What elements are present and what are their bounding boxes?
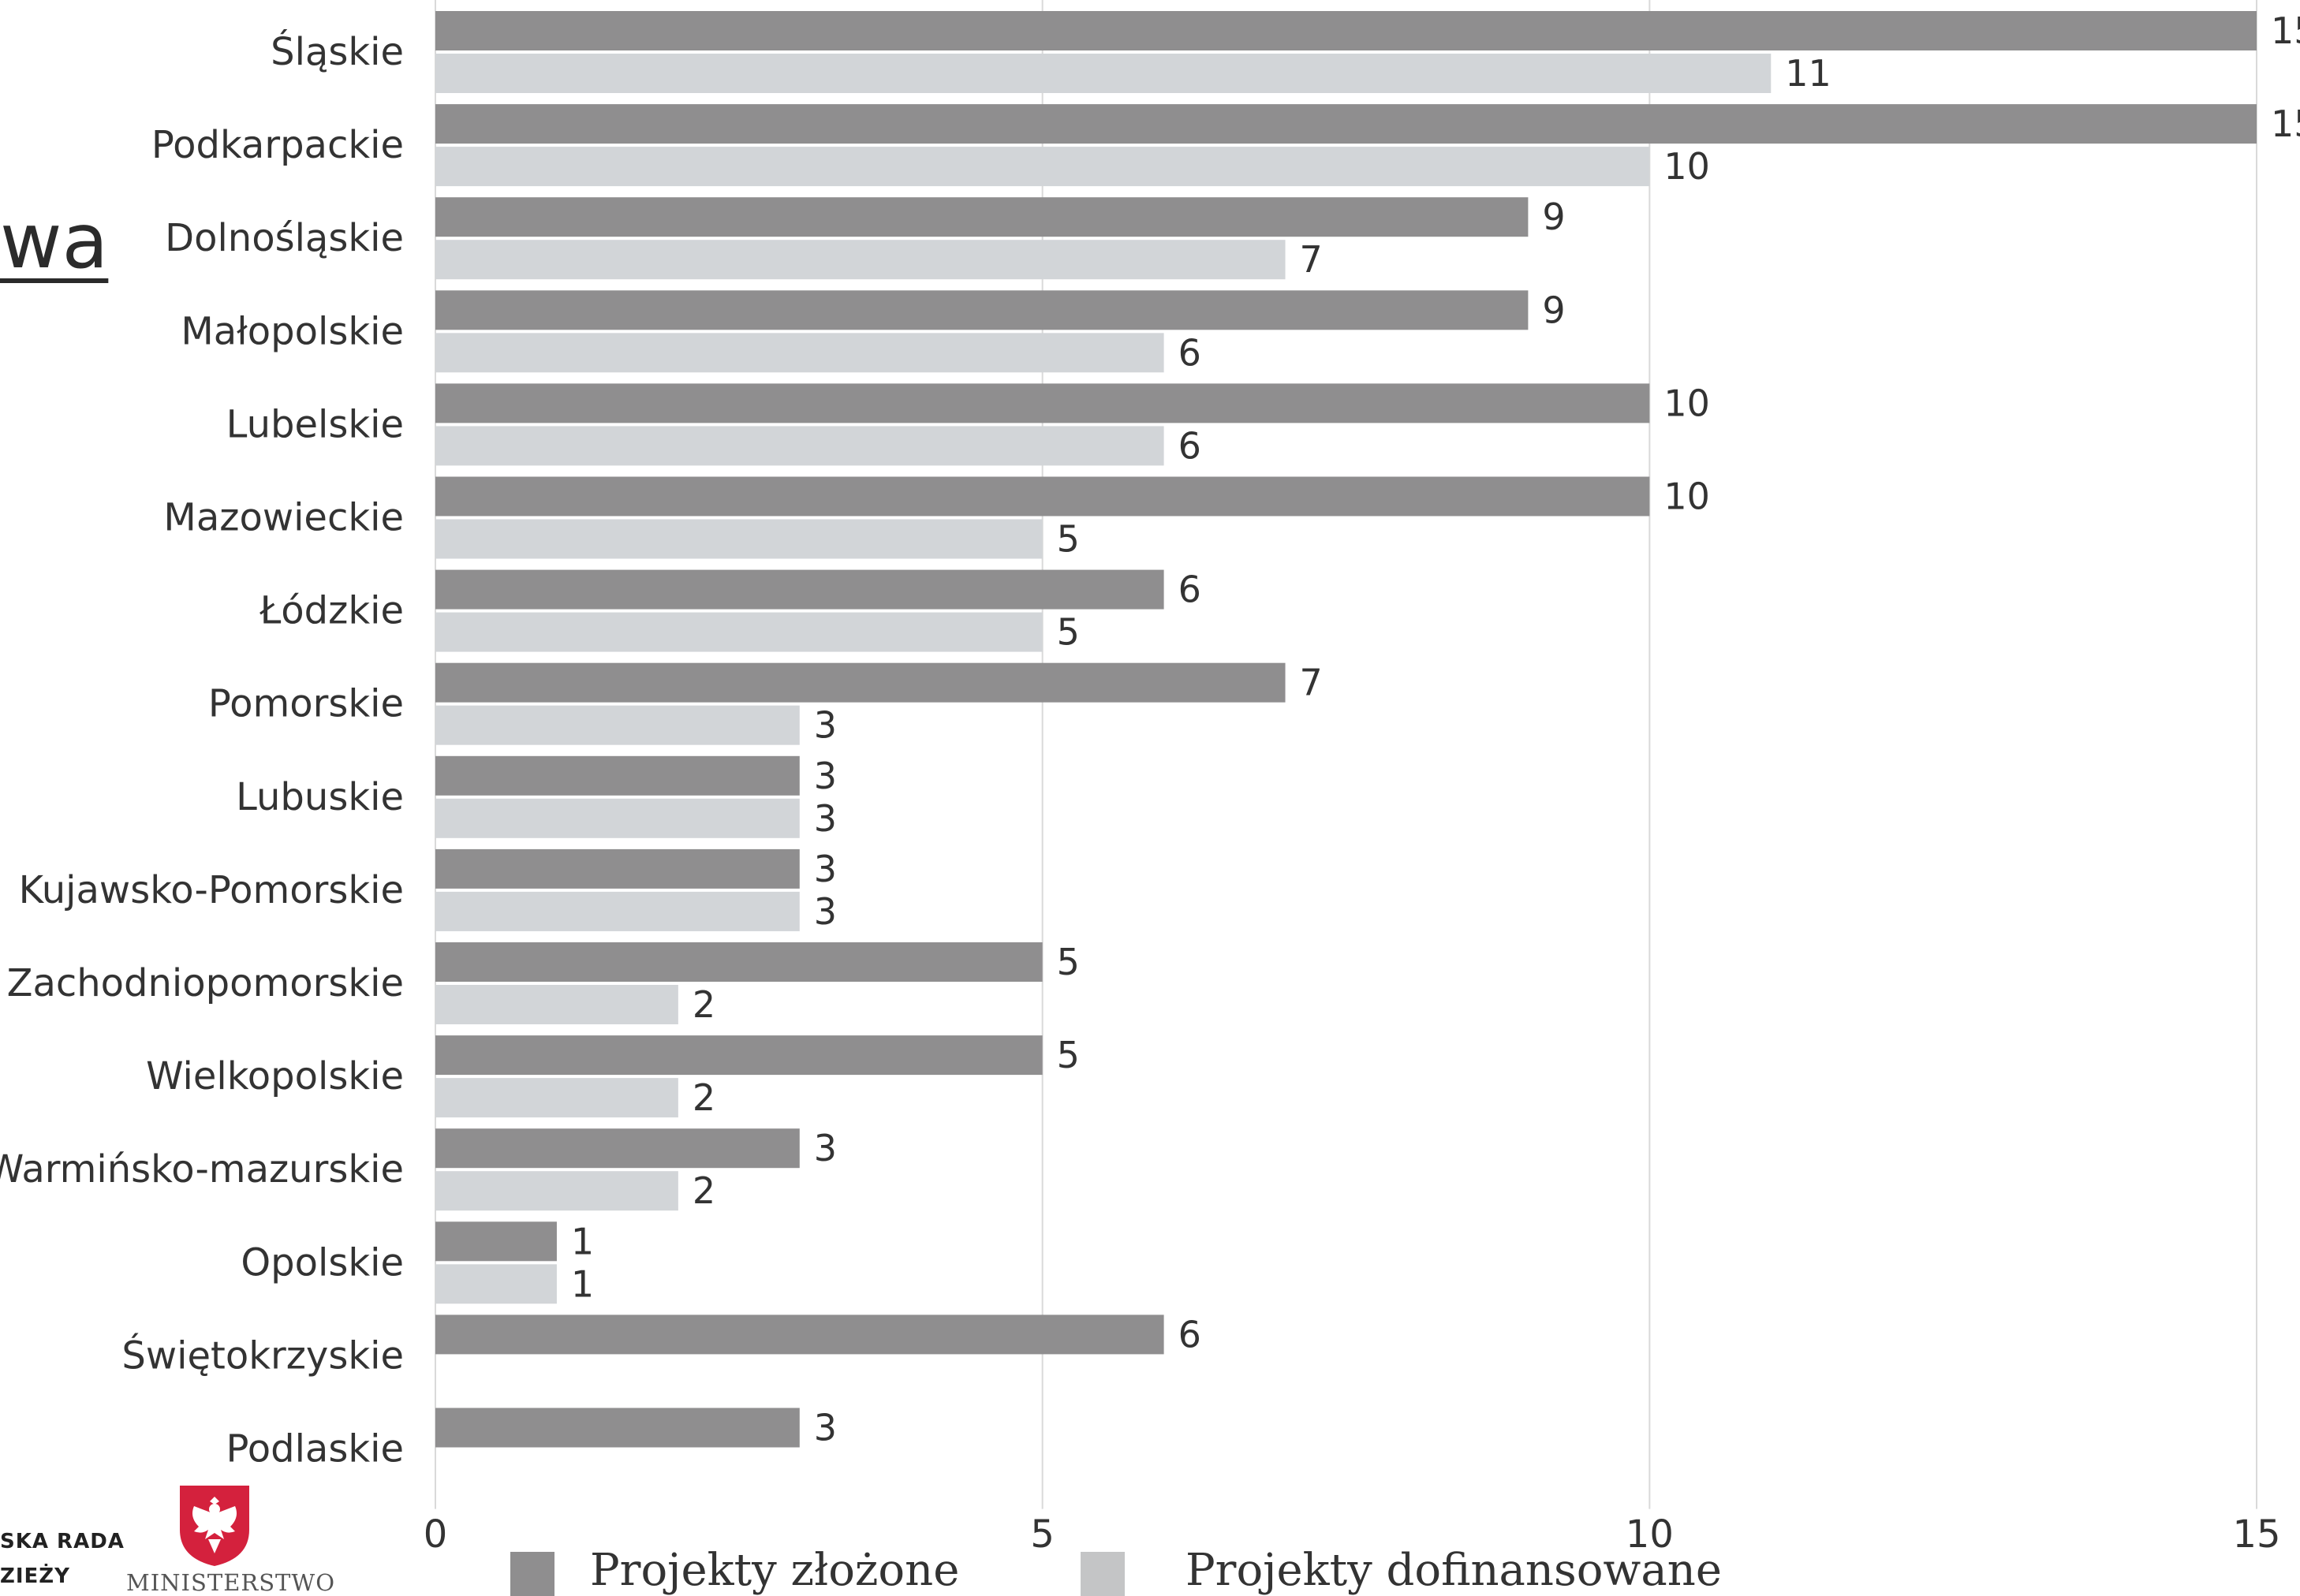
value-label: 6 — [1178, 331, 1201, 374]
bar-funded — [435, 985, 678, 1024]
value-label: 5 — [1057, 1034, 1080, 1076]
value-label: 11 — [1785, 52, 1831, 95]
legend: Projekty złożone Projekty dofinansowane — [510, 1545, 1722, 1596]
ministry-label: MINISTERSTWO — [126, 1569, 335, 1596]
value-label: 6 — [1178, 1313, 1201, 1355]
value-label: 3 — [814, 890, 837, 933]
category-label: Wielkopolskie — [146, 1054, 404, 1098]
category-label: Mazowieckie — [163, 496, 404, 540]
bar-submitted — [435, 1128, 800, 1169]
bar-funded — [435, 705, 800, 745]
bar-submitted — [435, 942, 1043, 982]
value-label: 3 — [814, 1127, 837, 1169]
value-label: 5 — [1057, 518, 1080, 561]
value-label: 10 — [1663, 382, 1710, 424]
bar-funded — [435, 1078, 678, 1118]
value-label: 9 — [1542, 196, 1565, 238]
bar-submitted — [435, 197, 1529, 237]
bar-submitted — [435, 1221, 557, 1262]
bar-funded — [435, 1171, 678, 1211]
x-tick-label: 0 — [424, 1512, 448, 1557]
bar-funded — [435, 519, 1043, 559]
legend-swatch — [1081, 1552, 1125, 1596]
category-label: Podkarpackie — [151, 123, 404, 167]
bar-submitted — [435, 11, 2257, 50]
value-label: 10 — [1663, 145, 1710, 188]
category-label: Śląskie — [271, 29, 404, 74]
org-name-line2: ZIEŻY — [0, 1564, 70, 1588]
x-tick-label: 10 — [1626, 1512, 1674, 1557]
x-tick-label: 5 — [1030, 1512, 1055, 1557]
bar-funded — [435, 891, 800, 931]
org-name-line1: SKA RADA — [0, 1530, 125, 1553]
value-label: 2 — [693, 1169, 715, 1212]
bar-funded — [435, 426, 1164, 466]
bar-funded — [435, 798, 800, 838]
bar-submitted — [435, 1408, 800, 1448]
value-label: 7 — [1300, 238, 1323, 281]
bar-funded — [435, 147, 1650, 187]
bar-funded — [435, 54, 1772, 93]
bar-submitted — [435, 848, 800, 889]
value-label: 3 — [814, 848, 837, 890]
category-label: Łódzkie — [259, 589, 404, 633]
bar-submitted — [435, 290, 1529, 330]
category-label: Lubuskie — [236, 775, 404, 819]
value-label: 3 — [814, 1407, 837, 1449]
bar-funded — [435, 240, 1286, 280]
category-label: Dolnośląskie — [165, 216, 404, 260]
value-label: 5 — [1057, 611, 1080, 654]
value-label: 10 — [1663, 475, 1710, 518]
value-label: 2 — [693, 1076, 715, 1119]
bar-submitted — [435, 662, 1286, 703]
value-label: 2 — [693, 983, 715, 1026]
bar-submitted — [435, 104, 2257, 144]
bar-submitted — [435, 569, 1164, 610]
bar-submitted — [435, 383, 1650, 423]
x-axis-ticks: 0 5 10 15 — [424, 1512, 2281, 1557]
legend-label: Projekty dofinansowane — [1185, 1545, 1722, 1596]
category-label: Lubelskie — [226, 402, 404, 446]
value-label: 1 — [571, 1220, 594, 1262]
bar-submitted — [435, 1314, 1164, 1355]
category-label: Kujawsko-Pomorskie — [19, 868, 404, 912]
bars — [435, 11, 2257, 1448]
category-label: Warmińsko-mazurskie — [0, 1147, 404, 1191]
value-labels: 151115109796106105657333335252321163 — [571, 9, 2300, 1449]
value-label: 7 — [1300, 662, 1323, 704]
value-label: 3 — [814, 755, 837, 797]
page-title-fragment: wa — [0, 197, 109, 285]
bar-submitted — [435, 755, 800, 796]
value-label: 6 — [1178, 569, 1201, 611]
category-label: Zachodniopomorskie — [7, 961, 404, 1005]
category-label: Pomorskie — [208, 682, 404, 726]
value-label: 5 — [1057, 941, 1080, 983]
value-label: 6 — [1178, 424, 1201, 467]
bar-funded — [435, 612, 1043, 652]
category-label: Podlaskie — [226, 1427, 405, 1471]
category-label: Opolskie — [241, 1240, 404, 1285]
value-label: 15 — [2271, 103, 2300, 145]
bar-funded — [435, 1264, 557, 1304]
value-label: 9 — [1542, 289, 1565, 331]
bar-submitted — [435, 1035, 1043, 1076]
value-label: 15 — [2271, 9, 2300, 52]
category-label: Małopolskie — [181, 309, 404, 353]
legend-label: Projekty złożone — [590, 1545, 959, 1596]
bar-submitted — [435, 476, 1650, 516]
value-label: 3 — [814, 797, 837, 840]
x-tick-label: 15 — [2232, 1512, 2280, 1557]
legend-swatch — [510, 1552, 554, 1596]
bar-funded — [435, 333, 1164, 373]
category-labels: Śląskie Podkarpackie Dolnośląskie Małopolsk… — [0, 29, 404, 1471]
polish-eagle-emblem-icon — [180, 1486, 249, 1566]
value-label: 3 — [814, 704, 837, 747]
category-label: Świętokrzyskie — [121, 1333, 404, 1378]
value-label: 1 — [571, 1262, 594, 1305]
